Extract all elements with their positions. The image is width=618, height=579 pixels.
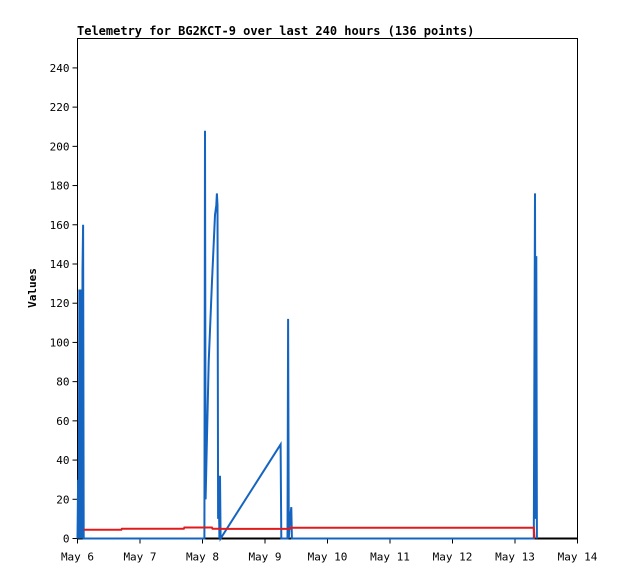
- y-tick-label: 0: [63, 533, 70, 546]
- y-tick-label: 180: [50, 180, 70, 193]
- x-tick-label: May 12: [433, 551, 473, 564]
- y-axis: 0 20 40 60 80 100 120 140 160 180 200 220 240: [50, 62, 78, 546]
- y-tick-label: 60: [56, 415, 69, 428]
- y-tick-label: 160: [50, 219, 70, 232]
- y-tick-label: 200: [50, 140, 70, 153]
- series-line-1: [83, 526, 536, 539]
- series-line-0: [76, 130, 538, 542]
- x-tick-label: May 11: [370, 551, 410, 564]
- x-axis: May 6 May 7 May 8 May 9 May 10 May 11 May 12 Ma…: [61, 538, 598, 564]
- y-tick-label: 140: [50, 258, 70, 271]
- y-tick-label: 80: [56, 376, 69, 389]
- x-tick-label: May 9: [248, 551, 281, 564]
- x-tick-label: May 7: [123, 551, 156, 564]
- x-tick-label: May 6: [61, 551, 94, 564]
- y-tick-label: 220: [50, 101, 70, 114]
- y-tick-label: 240: [50, 62, 70, 75]
- x-tick-label: May 10: [308, 551, 348, 564]
- plot-frame: [77, 38, 578, 539]
- y-tick-label: 100: [50, 336, 70, 349]
- x-tick-label: May 13: [495, 551, 535, 564]
- chart-title: Telemetry for BG2KCT-9 over last 240 hou…: [77, 24, 475, 38]
- x-tick-label: May 14: [558, 551, 598, 564]
- y-axis-label: Values: [26, 268, 39, 308]
- y-tick-label: 40: [56, 454, 69, 467]
- y-tick-label: 20: [56, 493, 69, 506]
- y-tick-label: 120: [50, 297, 70, 310]
- series-layer: [76, 130, 538, 542]
- x-tick-label: May 8: [186, 551, 219, 564]
